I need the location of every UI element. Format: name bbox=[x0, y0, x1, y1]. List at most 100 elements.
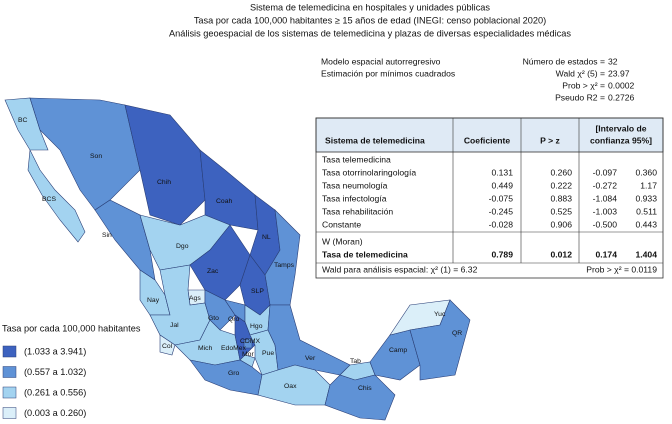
cell: 0.443 bbox=[635, 219, 657, 229]
state-label: Hgo bbox=[250, 323, 263, 330]
row-label: Tasa otorrinolaringología bbox=[322, 167, 416, 177]
cell: -0.075 bbox=[489, 193, 514, 203]
cell: -1.003 bbox=[593, 206, 618, 216]
state bbox=[159, 334, 176, 356]
cell: 1.404 bbox=[635, 249, 657, 259]
state bbox=[124, 104, 206, 226]
stat-label: Número de estados = bbox=[523, 56, 605, 66]
state bbox=[409, 299, 471, 381]
cell: 0.883 bbox=[550, 193, 572, 203]
cell: 0.131 bbox=[491, 167, 513, 177]
state bbox=[199, 149, 259, 231]
state-label: NL bbox=[262, 234, 271, 241]
state-label: Yuc bbox=[434, 311, 446, 318]
state-label: BCS bbox=[42, 196, 56, 203]
state-label: Sin bbox=[102, 232, 112, 239]
table-header: [Intervalo de bbox=[595, 123, 646, 133]
cell: -0.500 bbox=[593, 219, 618, 229]
table-border bbox=[315, 117, 664, 279]
cell: -0.272 bbox=[593, 180, 618, 190]
stat-label: Wald χ² (5) = bbox=[556, 68, 605, 78]
state-label: Zac bbox=[207, 268, 219, 275]
table-header: confianza 95%] bbox=[590, 135, 652, 145]
legend-label: (1.033 a 3.941) bbox=[24, 346, 86, 356]
state-label: Tab bbox=[350, 358, 361, 365]
cell: -0.245 bbox=[489, 206, 514, 216]
results-table: Sistema de telemedicina Coeficiente P > z [… bbox=[315, 117, 664, 279]
row-label: Tasa neumología bbox=[322, 180, 388, 190]
state-label: Camp bbox=[389, 347, 407, 354]
table-footer: Wald para análisis espacial: χ² (1) = 6.… bbox=[322, 264, 478, 274]
title-line: Tasa por cada 100,000 habitantes ≥ 15 añ… bbox=[194, 15, 546, 25]
state-label: SLP bbox=[251, 288, 264, 295]
table-header: P > z bbox=[540, 135, 560, 145]
state-label: Qro bbox=[228, 316, 240, 323]
stat-label: Pseudo R2 = bbox=[555, 92, 605, 102]
state-label: QR bbox=[452, 330, 462, 337]
cell: 0.012 bbox=[550, 249, 572, 259]
row-label: Tasa rehabilitación bbox=[322, 206, 393, 216]
state-label: Mor bbox=[242, 351, 254, 358]
cell: 0.933 bbox=[635, 193, 657, 203]
state-label: Chis bbox=[358, 385, 372, 392]
title-line: Análisis geoespacial de los sistemas de … bbox=[169, 28, 571, 38]
stat-value: 32 bbox=[608, 56, 618, 66]
state-label: Jal bbox=[170, 322, 179, 329]
title-line: Sistema de telemedicina en hospitales y … bbox=[250, 2, 490, 12]
state-label: Nay bbox=[147, 297, 160, 304]
legend-title: Tasa por cada 100,000 habitantes bbox=[2, 323, 141, 333]
state-label: Coah bbox=[216, 198, 232, 205]
state-label: Oax bbox=[284, 383, 297, 390]
state-label: Col bbox=[162, 343, 173, 350]
table-footer: Prob > χ² = 0.0119 bbox=[586, 264, 657, 274]
table-header: Sistema de telemedicina bbox=[325, 135, 425, 145]
legend-swatch bbox=[2, 366, 17, 378]
titles: Sistema de telemedicina en hospitales y … bbox=[169, 2, 571, 38]
cell: 0.906 bbox=[550, 219, 572, 229]
model-name: Estimación por mínimos cuadrados bbox=[321, 68, 455, 78]
legend-swatch bbox=[2, 407, 17, 419]
cell: -0.028 bbox=[489, 219, 514, 229]
cell: 0.525 bbox=[550, 206, 572, 216]
state-label: Ver bbox=[305, 355, 316, 362]
state-label: Chih bbox=[157, 179, 171, 186]
state bbox=[267, 304, 351, 376]
cell: 0.789 bbox=[491, 249, 513, 259]
state-label: Ags bbox=[189, 295, 201, 302]
state-label: Mich bbox=[198, 345, 213, 352]
row-label: Tasa de telemedicina bbox=[322, 249, 408, 259]
state bbox=[243, 337, 253, 349]
cell: -1.084 bbox=[593, 193, 618, 203]
cell: 1.17 bbox=[640, 180, 657, 190]
state-label: Gto bbox=[208, 315, 219, 322]
cell: 0.174 bbox=[595, 249, 617, 259]
state-label: Tamps bbox=[274, 262, 295, 269]
stat-value: 0.2726 bbox=[608, 92, 635, 102]
state-label: Pue bbox=[262, 350, 274, 357]
state-label: EdoMex bbox=[221, 345, 247, 352]
row-label: W (Moran) bbox=[322, 236, 363, 246]
row-label: Tasa telemedicina bbox=[322, 154, 391, 164]
state bbox=[324, 374, 396, 421]
cell: 0.222 bbox=[550, 180, 572, 190]
cell: 0.360 bbox=[635, 167, 657, 177]
legend-swatch bbox=[2, 345, 17, 358]
map: BC Son Chih Coah NL Tamps BCS Sin Dgo Za… bbox=[4, 97, 471, 421]
legend: Tasa por cada 100,000 habitantes (1.033 a… bbox=[2, 323, 141, 419]
stat-value: 0.0002 bbox=[608, 80, 635, 90]
model-stats: Modelo espacial autorregresivo Estimación… bbox=[321, 56, 635, 102]
cell: 0.511 bbox=[636, 206, 657, 216]
row-label: Tasa infectología bbox=[322, 193, 387, 203]
cell: 0.449 bbox=[491, 180, 513, 190]
legend-swatch bbox=[2, 386, 17, 399]
legend-label: (0.261 a 0.556) bbox=[24, 387, 86, 397]
state-label: CDMX bbox=[240, 338, 260, 345]
legend-label: (0.003 a 0.260) bbox=[24, 408, 86, 418]
stat-value: 23.97 bbox=[608, 68, 630, 78]
stat-label: Prob > χ² = bbox=[562, 80, 605, 90]
row-label: Constante bbox=[322, 219, 361, 229]
cell: -0.097 bbox=[593, 167, 618, 177]
state bbox=[27, 148, 86, 243]
legend-label: (0.557 a 1.032) bbox=[24, 367, 86, 377]
